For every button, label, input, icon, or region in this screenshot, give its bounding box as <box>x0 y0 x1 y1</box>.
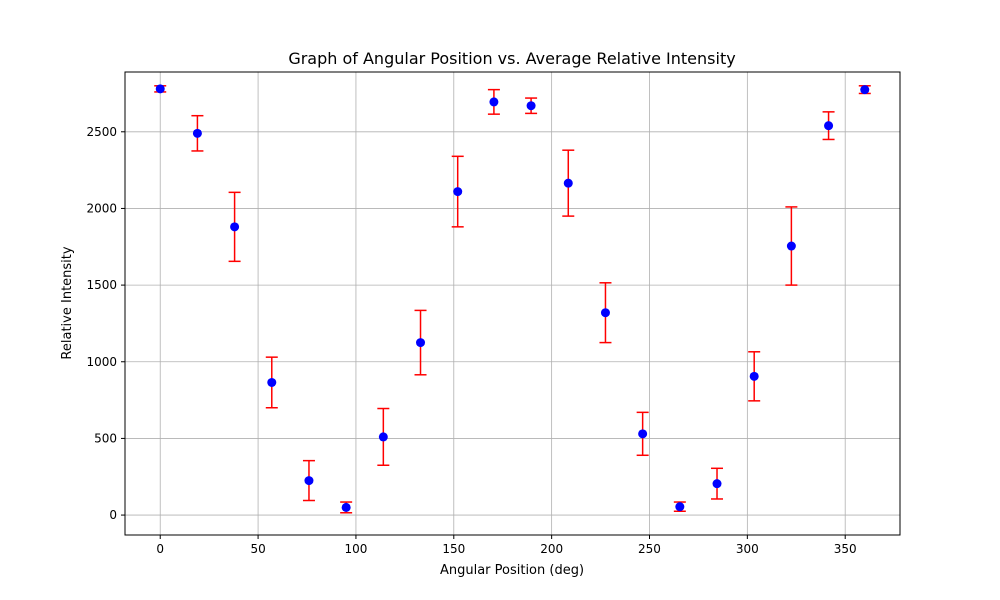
data-point <box>416 338 426 348</box>
plot-frame <box>124 71 901 536</box>
data-point <box>155 84 165 94</box>
x-tick-label: 300 <box>736 542 759 556</box>
data-points <box>155 84 870 512</box>
data-point <box>824 121 834 131</box>
x-tick-label: 0 <box>156 542 164 556</box>
x-axis-label: Angular Position (deg) <box>440 563 584 578</box>
data-point <box>563 178 573 188</box>
data-point <box>860 85 870 95</box>
data-point <box>230 222 240 232</box>
x-axis-ticks: 0 50 100 150 200 250 300 350 <box>156 535 857 556</box>
data-point <box>489 97 499 107</box>
data-point <box>267 377 277 387</box>
y-axis-label: Relative Intensity <box>60 246 75 359</box>
data-point <box>192 128 202 138</box>
x-tick-label: 350 <box>834 542 857 556</box>
x-tick-label: 100 <box>344 542 367 556</box>
x-tick-label: 200 <box>540 542 563 556</box>
x-tick-label: 50 <box>250 542 265 556</box>
y-tick-label: 2500 <box>86 125 117 139</box>
data-point <box>378 432 388 442</box>
x-tick-label: 250 <box>638 542 661 556</box>
data-point <box>712 479 722 489</box>
data-point <box>675 502 685 512</box>
y-tick-label: 500 <box>94 431 117 445</box>
data-point <box>600 308 610 318</box>
grid-lines <box>125 72 900 535</box>
x-tick-label: 150 <box>442 542 465 556</box>
y-axis-ticks: 0 500 1000 1500 2000 2500 <box>86 125 125 522</box>
data-point <box>304 476 314 486</box>
data-point <box>749 371 759 381</box>
y-tick-label: 0 <box>109 508 117 522</box>
y-tick-label: 1000 <box>86 355 117 369</box>
chart-title: Graph of Angular Position vs. Average Re… <box>288 49 735 68</box>
data-point <box>341 502 351 512</box>
data-point <box>638 429 648 439</box>
y-tick-label: 2000 <box>86 201 117 215</box>
data-point <box>786 241 796 251</box>
data-point <box>526 101 536 111</box>
data-point <box>453 187 463 197</box>
y-tick-label: 1500 <box>86 278 117 292</box>
